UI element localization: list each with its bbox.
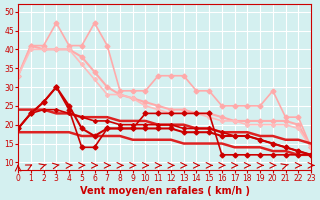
- X-axis label: Vent moyen/en rafales ( km/h ): Vent moyen/en rafales ( km/h ): [80, 186, 250, 196]
